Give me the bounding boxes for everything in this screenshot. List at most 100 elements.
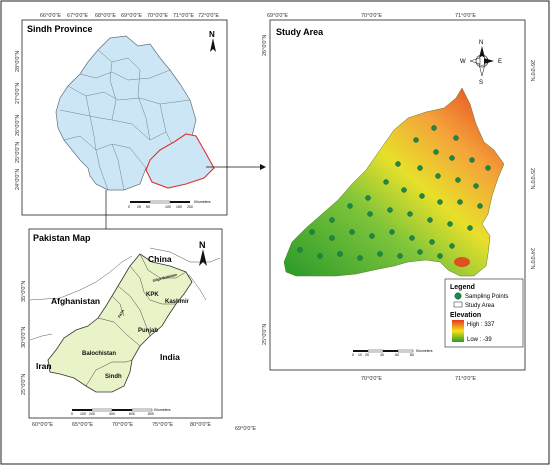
sindh-title: Sindh Province (27, 24, 93, 34)
pakistan-bottom-tick: 80°0'0"E (190, 422, 211, 428)
sampling-point (435, 173, 441, 179)
pakistan-shape (47, 253, 193, 393)
sampling-point (455, 177, 461, 183)
sampling-point (349, 229, 355, 235)
pakistan-bottom-tick: 60°0'0"E (32, 422, 53, 428)
connector-arrow (206, 164, 266, 170)
sampling-point (337, 251, 343, 257)
sampling-point (427, 217, 433, 223)
province-borders (85, 253, 187, 387)
sampling-point (317, 253, 323, 259)
sampling-point (447, 221, 453, 227)
legend-study-area: Study Area (465, 303, 495, 309)
sindh-top-tick: 71°0'0"E (173, 13, 194, 19)
sampling-point (407, 211, 413, 217)
sampling-point (417, 165, 423, 171)
sampling-point (387, 207, 393, 213)
study-left-tick: 25°0'0"N (262, 324, 268, 345)
sampling-point (457, 199, 463, 205)
study-top-tick: 71°0'0"E (455, 13, 476, 19)
svg-text:40: 40 (380, 353, 384, 357)
sampling-point (389, 229, 395, 235)
legend-elevation-ramp (452, 320, 464, 342)
sindh-panel: Sindh Province 66°0'0"E 67°0'0"E 68°0'0"… (15, 13, 228, 216)
label-gilgit-baltistan: Gilgit-Baltistan (152, 273, 177, 283)
pakistan-bottom-tick: 70°0'0"E (112, 422, 133, 428)
svg-text:Kilometers: Kilometers (154, 408, 171, 412)
sampling-point (409, 235, 415, 241)
legend-low: Low : -39 (467, 337, 492, 343)
pakistan-title: Pakistan Map (33, 233, 91, 243)
legend-sampling-points: Sampling Points (465, 294, 508, 300)
pakistan-north-arrow: N (199, 240, 207, 266)
sindh-top-tick: 70°0'0"E (147, 13, 168, 19)
svg-text:0: 0 (71, 412, 73, 416)
sampling-point (417, 249, 423, 255)
study-scale-bar: 0 10 20 40 60 80 Kilometers (352, 349, 433, 357)
sindh-left-tick: 24°0'0"N (15, 169, 21, 190)
sampling-point (453, 135, 459, 141)
study-right-tick: 25°0'0"N (529, 168, 535, 189)
pakistan-panel: Pakistan Map 35°0'0"N 30°0'0"N 25°0'0"N … (21, 228, 223, 428)
svg-text:N: N (209, 30, 215, 39)
sampling-point (449, 155, 455, 161)
label-india: India (160, 352, 180, 362)
study-right-tick: 26°0'0"N (529, 60, 535, 81)
pakistan-left-ticks: 35°0'0"N 30°0'0"N 25°0'0"N (21, 281, 27, 395)
study-top-ticks: 69°0'0"E 70°0'0"E 71°0'0"E (267, 13, 476, 19)
sampling-point (365, 195, 371, 201)
study-bottom-tick: 71°0'0"E (455, 376, 476, 382)
compass-rose: N S W E (460, 40, 502, 86)
study-panel: Study Area 69°0'0"E 70°0'0"E 71°0'0"E 70… (235, 13, 535, 432)
svg-text:200: 200 (89, 412, 95, 416)
sampling-point (419, 193, 425, 199)
svg-text:N: N (479, 40, 483, 46)
label-kashmir: Kashmir (165, 299, 190, 305)
study-right-ticks: 26°0'0"N 25°0'0"N 24°0'0"N (529, 60, 535, 269)
sampling-point (473, 183, 479, 189)
study-top-tick: 69°0'0"E (267, 13, 288, 19)
sampling-point (347, 203, 353, 209)
high-elevation-spot (454, 257, 470, 267)
legend-point-swatch (454, 292, 462, 300)
label-afghanistan: Afghanistan (51, 296, 100, 306)
study-left-tick: 26°0'0"N (262, 35, 268, 56)
sindh-top-tick: 72°0'0"E (198, 13, 219, 19)
sampling-point (329, 217, 335, 223)
sindh-top-tick: 68°0'0"E (95, 13, 116, 19)
study-left-ticks: 26°0'0"N 25°0'0"N (262, 35, 268, 345)
pakistan-scale-bar: 0 100 200 400 600 800 Kilometers (71, 408, 171, 416)
pakistan-left-tick: 30°0'0"N (21, 327, 27, 348)
sampling-point (437, 199, 443, 205)
sampling-point (485, 165, 491, 171)
svg-text:0: 0 (352, 353, 354, 357)
outer-tick: 69°0'0"E (235, 426, 256, 432)
sampling-point (467, 225, 473, 231)
sindh-north-arrow: N (209, 30, 216, 52)
pakistan-bottom-tick: 65°0'0"E (72, 422, 93, 428)
sampling-point (401, 187, 407, 193)
sindh-scale-bar: 0 25 50 100 150 200 Kilometers (128, 200, 211, 209)
study-area-elevation (283, 87, 505, 277)
svg-text:20: 20 (365, 353, 369, 357)
sindh-left-tick: 25°0'0"N (15, 142, 21, 163)
svg-text:600: 600 (129, 412, 135, 416)
svg-text:Kilometers: Kilometers (194, 200, 211, 204)
sampling-point (437, 253, 443, 259)
study-legend: Legend Sampling Points Study Area Elevat… (444, 278, 524, 348)
svg-text:N: N (199, 240, 206, 250)
svg-text:150: 150 (176, 205, 182, 209)
svg-text:Kilometers: Kilometers (416, 349, 433, 353)
svg-text:400: 400 (109, 412, 115, 416)
svg-text:10: 10 (358, 353, 362, 357)
sindh-left-ticks: 28°0'0"N 27°0'0"N 26°0'0"N 25°0'0"N 24°0… (15, 51, 21, 190)
svg-text:80: 80 (410, 353, 414, 357)
svg-text:E: E (498, 59, 502, 65)
svg-text:0: 0 (128, 205, 130, 209)
svg-text:S: S (479, 80, 483, 86)
sampling-point (429, 239, 435, 245)
label-kpk: KPK (146, 292, 159, 298)
pakistan-left-tick: 25°0'0"N (21, 374, 27, 395)
legend-title: Legend (450, 284, 475, 291)
